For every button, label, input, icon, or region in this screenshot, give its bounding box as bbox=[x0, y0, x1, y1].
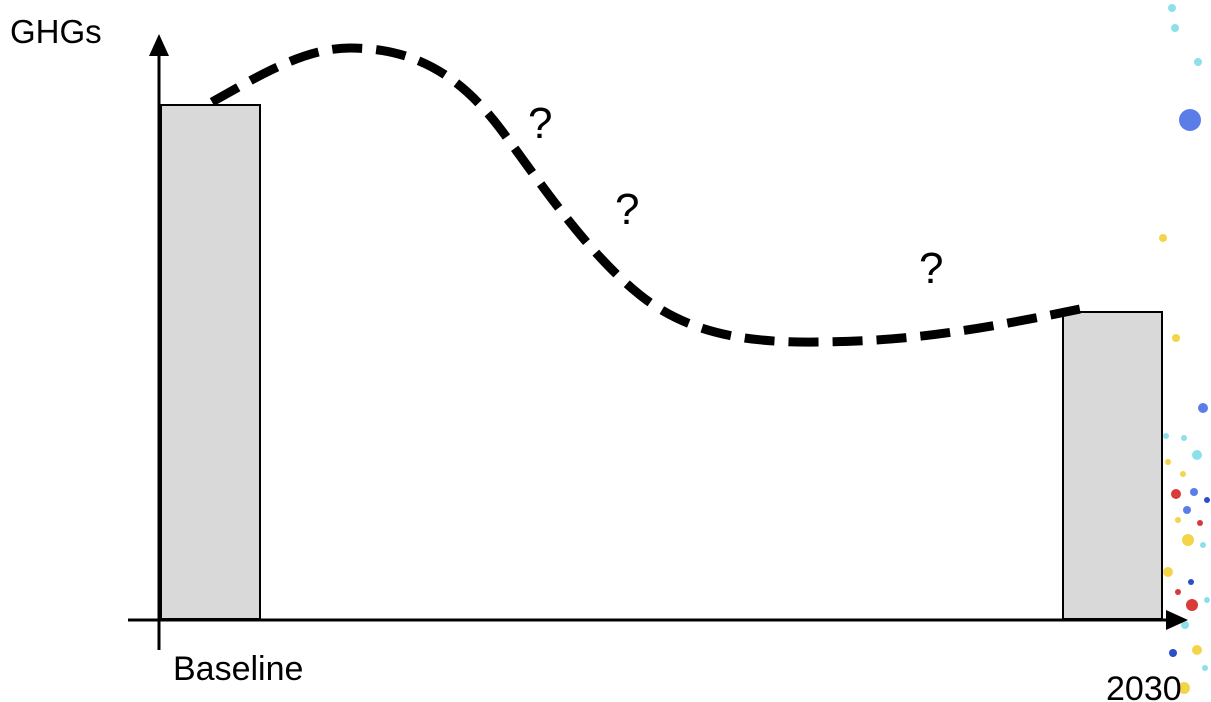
question-mark-3: ? bbox=[919, 244, 943, 293]
baseline-bar bbox=[160, 104, 261, 620]
uncertain-pathway-curve bbox=[209, 43, 1086, 347]
y-axis-arrowhead bbox=[149, 34, 169, 56]
question-mark-2: ? bbox=[615, 185, 639, 234]
y-axis bbox=[149, 34, 169, 650]
x-axis-arrowhead bbox=[1166, 610, 1188, 630]
x-axis bbox=[128, 610, 1188, 630]
decorative-dots bbox=[1159, 4, 1210, 694]
target-2030-bar bbox=[1062, 311, 1163, 620]
question-mark-1: ? bbox=[528, 99, 552, 148]
x-axis-end-label: 2030 bbox=[1106, 670, 1182, 702]
y-axis-label: GHGs bbox=[10, 13, 102, 50]
x-axis-start-label: Baseline bbox=[173, 650, 303, 688]
